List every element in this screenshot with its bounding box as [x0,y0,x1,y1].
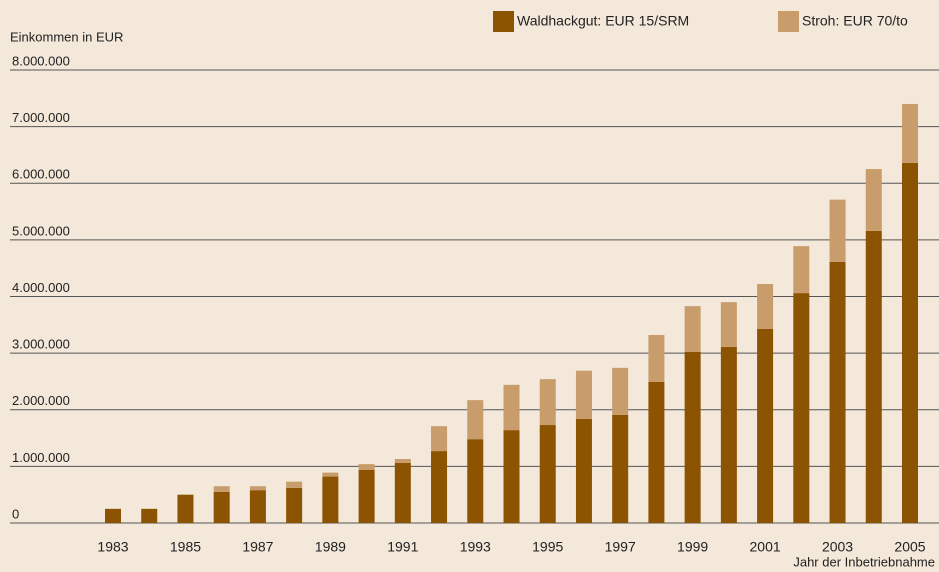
x-tick-label: 2005 [894,539,925,555]
bar-segment [648,335,665,383]
bar-segment [322,476,339,523]
bar-segment [902,162,918,524]
bar-segment [431,451,448,523]
x-axis-label: Jahr der Inbetriebnahme [793,554,935,569]
bar-segment [539,379,556,426]
y-tick-label: 5.000.000 [12,223,70,238]
bar-segment [394,462,411,523]
y-tick-label: 1.000.000 [12,450,70,465]
y-tick-label: 0 [12,506,19,521]
bar-segment [829,199,846,262]
legend-label: Stroh: EUR 70/to [802,13,908,29]
x-tick-label: 1991 [387,539,418,555]
bar-segment [865,169,882,231]
bar-segment [575,370,592,419]
bar-segment [865,230,882,523]
bar-segment [757,284,774,329]
bar-segment [793,246,810,294]
x-tick-label: 1993 [460,539,491,555]
bar-segment [539,425,556,523]
y-tick-label: 8.000.000 [12,53,70,68]
bar-segment [503,430,520,523]
bar-segment [720,346,737,523]
x-tick-label: 2003 [822,539,853,555]
x-tick-label: 1995 [532,539,563,555]
bar-segment [358,469,375,523]
bar-segment [249,490,266,523]
legend-swatch [778,11,799,32]
y-tick-label: 4.000.000 [12,280,70,295]
bar-segment [648,382,665,523]
y-tick-label: 2.000.000 [12,393,70,408]
bar-segment [793,293,810,523]
y-axis-label: Einkommen in EUR [10,29,123,44]
bar-segment [612,367,629,415]
bar-segment [394,459,411,463]
bar-segment [249,486,266,491]
bar-segment [684,306,701,352]
x-tick-label: 2001 [750,539,781,555]
y-tick-label: 3.000.000 [12,337,70,352]
bar-segment [720,302,737,347]
bar-segment [467,400,484,440]
bar-segment [684,351,701,523]
x-tick-label: 1987 [242,539,273,555]
bar-segment [322,472,339,477]
bar-segment [467,439,484,523]
bar-segment [431,426,448,452]
bar-segment [829,261,846,523]
x-tick-label: 1983 [97,539,128,555]
bar-segment [503,384,520,431]
x-tick-label: 1989 [315,539,346,555]
bar-segment [105,508,121,523]
bar-segment [575,418,592,523]
bar-segment [286,487,303,523]
bar-segment [358,464,375,470]
x-tick-label: 1985 [170,539,201,555]
bar-segment [213,486,230,492]
x-tick-label: 1997 [605,539,636,555]
y-tick-label: 7.000.000 [12,110,70,125]
bar-segment [612,414,629,523]
y-tick-label: 6.000.000 [12,167,70,182]
bar-segment [213,491,230,523]
x-tick-label: 1999 [677,539,708,555]
legend-label: Waldhackgut: EUR 15/SRM [517,13,689,29]
bar-segment [177,494,194,523]
bar-segment [757,328,774,523]
bar-segment [141,508,158,523]
legend-swatch [493,11,514,32]
bar-segment [902,103,918,163]
bar-segment [286,481,303,488]
